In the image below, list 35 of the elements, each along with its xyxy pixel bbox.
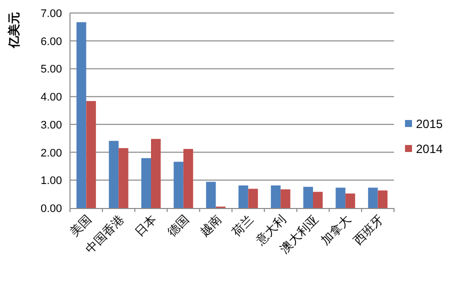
bar	[183, 148, 194, 208]
bar	[336, 188, 346, 208]
bar	[238, 185, 248, 208]
bar	[248, 188, 258, 208]
bar	[313, 192, 323, 208]
bar	[206, 182, 216, 208]
y-tick-label: 0.00	[40, 203, 62, 215]
bar	[368, 188, 378, 208]
legend-label: 2014	[416, 142, 444, 156]
x-tick-label: 荷兰	[229, 212, 256, 240]
legend-label: 2015	[416, 117, 444, 131]
y-tick-label: 3.00	[40, 119, 62, 132]
bar	[118, 148, 128, 208]
bar	[86, 101, 96, 208]
y-tick-label: 5.00	[40, 64, 62, 76]
bar	[108, 140, 119, 208]
bar	[141, 158, 151, 208]
x-tick-label: 德国	[164, 212, 192, 240]
bar	[174, 162, 184, 208]
bar	[76, 22, 86, 208]
y-tick-label: 4.00	[40, 92, 62, 104]
x-tick-label: 越南	[197, 212, 224, 240]
y-tick-label: 6.00	[40, 36, 62, 48]
y-axis-title: 亿美元	[7, 12, 21, 49]
bar	[151, 138, 161, 208]
bar	[280, 189, 290, 208]
bar	[378, 190, 388, 208]
bar	[270, 185, 281, 208]
y-tick-label: 7.00	[40, 8, 62, 20]
y-tick-label: 1.00	[40, 175, 62, 188]
bar	[345, 194, 356, 208]
x-tick-label: 美国	[67, 212, 94, 240]
y-tick-label: 2.00	[40, 147, 62, 160]
x-tick-label: 日本	[132, 212, 160, 240]
bar	[303, 186, 313, 208]
